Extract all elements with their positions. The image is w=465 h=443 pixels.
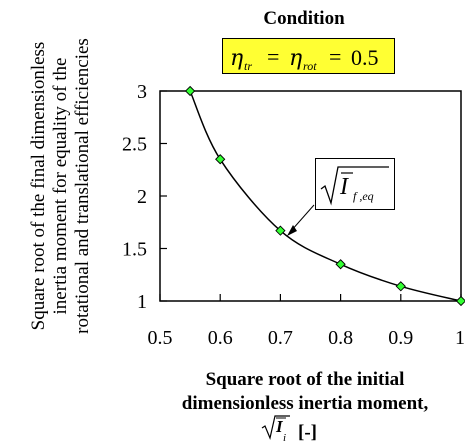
eta-symbol: η xyxy=(289,46,302,71)
series-markers xyxy=(184,85,465,307)
y-axis-label-line: inertia moment for equality of the xyxy=(50,58,71,315)
x-tick-label: 1 xyxy=(455,327,465,349)
condition-box: η tr = η rot = 0.5 xyxy=(222,38,395,74)
x-tick-label: 0.8 xyxy=(328,327,353,349)
annotation-arrowhead xyxy=(287,225,297,236)
y-tick-label: 1.5 xyxy=(122,239,147,261)
x-symbol-base: I xyxy=(275,417,284,436)
x-axis-label-line: dimensionless inertia moment, xyxy=(182,393,429,414)
chart-title: Condition xyxy=(263,8,345,29)
annotation-box: I f ,eq xyxy=(315,158,395,210)
y-axis-label: Square root of the final dimensionless i… xyxy=(28,38,93,334)
equals-sign: = xyxy=(267,44,279,69)
eta-subscript: rot xyxy=(303,59,317,73)
tick-marks xyxy=(159,90,462,302)
x-tick-label: 0.5 xyxy=(148,327,173,349)
x-tick-label: 0.9 xyxy=(388,327,413,349)
annotation-base: I xyxy=(339,174,349,200)
annotation-sub: f ,eq xyxy=(353,189,374,203)
y-axis-label-line: rotational and translational efficiencie… xyxy=(72,38,93,334)
sqrt-sign xyxy=(320,166,389,206)
eta-subscript: tr xyxy=(244,59,252,73)
x-axis-symbol: I i [-] xyxy=(261,415,317,443)
data-point xyxy=(215,154,226,165)
y-tick-label: 3 xyxy=(137,81,147,103)
x-tick-label: 0.7 xyxy=(268,327,293,349)
data-point xyxy=(184,85,196,97)
sqrt-sign xyxy=(261,415,290,440)
x-symbol-sub: i xyxy=(283,432,286,443)
condition-formula: η tr = η rot = 0.5 xyxy=(230,44,379,73)
x-tick-labels: 0.5 0.6 0.7 0.8 0.9 1 xyxy=(148,327,465,349)
data-point xyxy=(275,225,286,236)
y-tick-label: 2.5 xyxy=(122,134,147,156)
x-symbol-unit: [-] xyxy=(298,422,317,443)
x-axis-label-line: Square root of the initial xyxy=(206,369,405,390)
y-tick-labels: 1 1.5 2 2.5 3 xyxy=(122,81,147,313)
data-point xyxy=(335,259,346,270)
y-tick-label: 1 xyxy=(137,291,147,313)
plot-frame xyxy=(159,90,462,302)
y-tick-label: 2 xyxy=(137,186,147,208)
eta-symbol: η xyxy=(230,46,243,71)
equals-sign: = xyxy=(329,44,341,69)
x-tick-label: 0.6 xyxy=(208,327,233,349)
condition-value: 0.5 xyxy=(351,45,379,70)
y-axis-label-line: Square root of the final dimensionless xyxy=(28,42,49,331)
data-point xyxy=(455,295,465,307)
annotation-leader xyxy=(290,204,315,232)
annotation-formula: I f ,eq xyxy=(320,166,389,206)
data-point xyxy=(395,281,406,292)
